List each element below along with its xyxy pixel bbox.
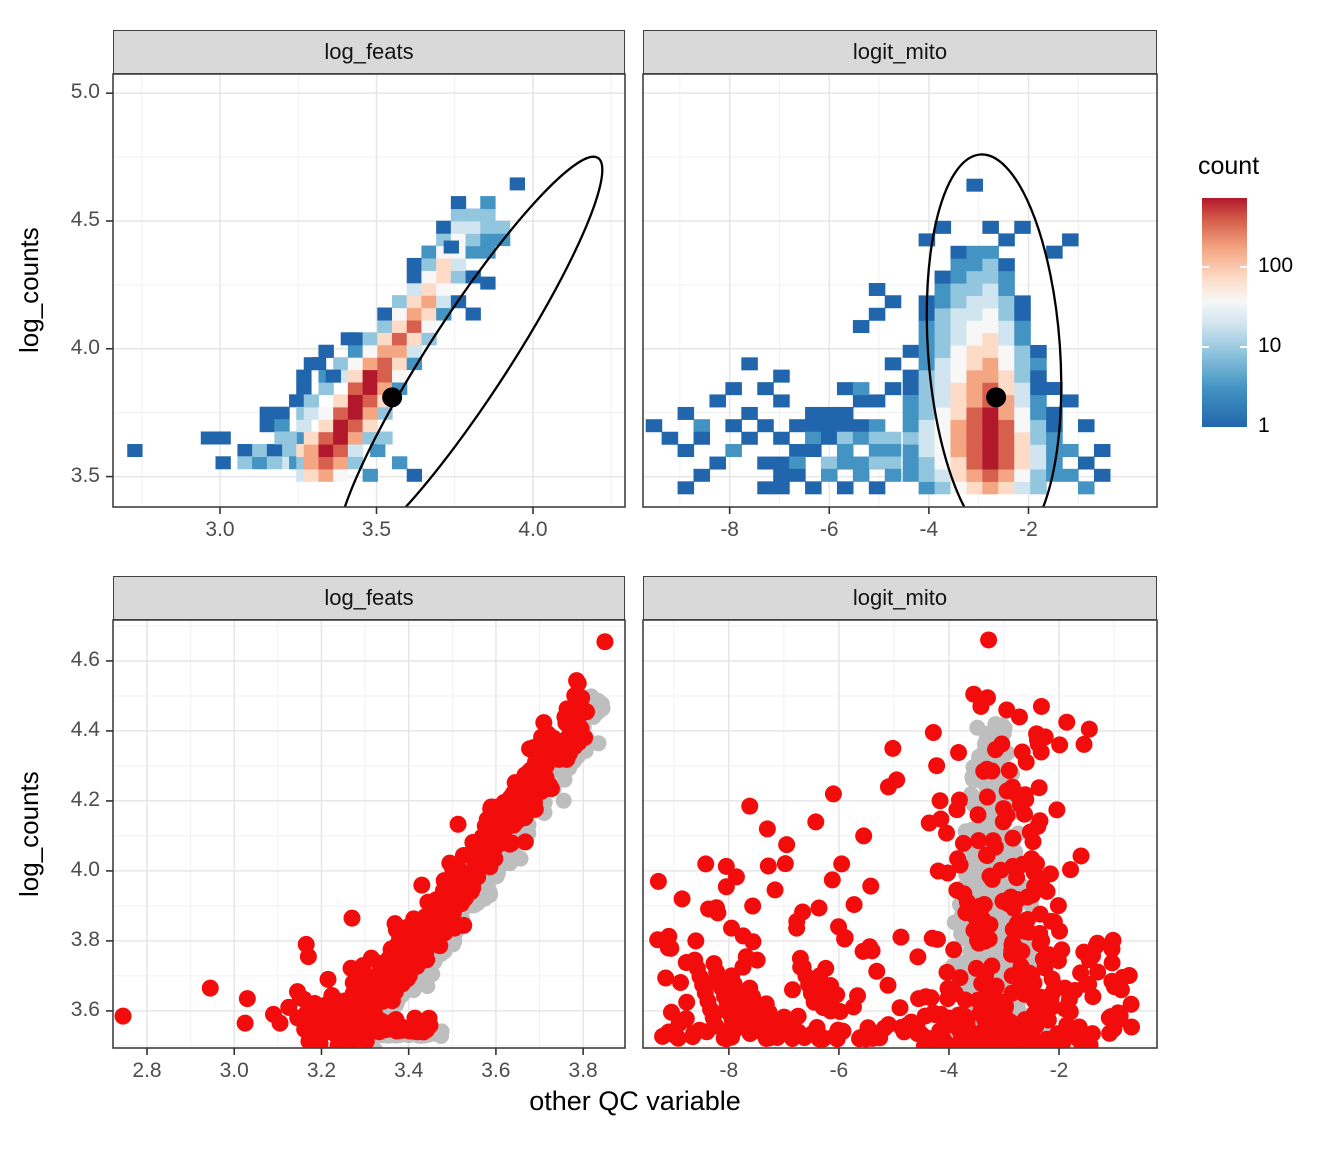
x-tick-label: 3.2 [306,1059,337,1082]
x-tick-label: 3.8 [568,1059,598,1082]
y-tick-label: 4.0 [70,857,100,881]
y-tick-label: 3.5 [70,463,100,487]
facet-label: logit_mito [852,585,948,610]
y-tick-label: 3.8 [70,927,100,951]
legend-tick [1240,346,1247,348]
facet-strip-top-right: logit_mito [643,30,1157,74]
legend-tick [1240,266,1247,268]
x-tick-label: -6 [829,1059,849,1082]
legend-label-1: 1 [1258,414,1270,437]
legend-colorbar [1202,198,1247,427]
x-tick-label: 3.6 [481,1059,511,1082]
legend-title: count [1198,152,1260,180]
x-tick-label: 3.0 [205,518,235,541]
x-tick-label: -2 [1049,1059,1069,1082]
facet-strip-top-left: log_feats [113,30,625,74]
legend-tick [1202,346,1209,348]
x-tick-label: -4 [919,518,939,541]
y-tick-label: 4.5 [70,207,100,231]
y-tick-label: 5.0 [70,80,100,104]
x-tick-label: 3.5 [361,518,392,541]
x-tick-label: -8 [720,518,739,541]
legend-label-100: 100 [1258,254,1294,277]
facet-label: log_feats [324,39,414,64]
y-tick-label: 4.4 [70,717,100,741]
y-axis-title-top: log_counts [14,227,44,353]
facet-label: logit_mito [852,39,948,64]
x-tick-label: 4.0 [518,518,548,541]
y-tick-label: 4.6 [70,647,100,671]
x-tick-label: 3.4 [394,1059,424,1082]
facet-strip-bottom-right: logit_mito [643,576,1157,620]
x-tick-label: -2 [1019,518,1038,541]
x-tick-label: -6 [819,518,839,541]
x-tick-label: -4 [939,1059,959,1082]
facet-strip-bottom-left: log_feats [113,576,625,620]
y-axis-title-bottom: log_counts [14,771,44,897]
y-tick-label: 4.0 [70,335,100,359]
y-tick-label: 4.2 [70,787,100,811]
x-tick-label: -8 [719,1059,739,1082]
legend-tick [1202,266,1209,268]
facet-label: log_feats [324,585,414,610]
x-tick-label: 3.0 [219,1059,249,1082]
legend-label-10: 10 [1258,334,1282,357]
y-tick-label: 3.6 [70,997,100,1021]
x-axis-title: other QC variable [529,1086,741,1116]
x-tick-label: 2.8 [132,1059,162,1082]
